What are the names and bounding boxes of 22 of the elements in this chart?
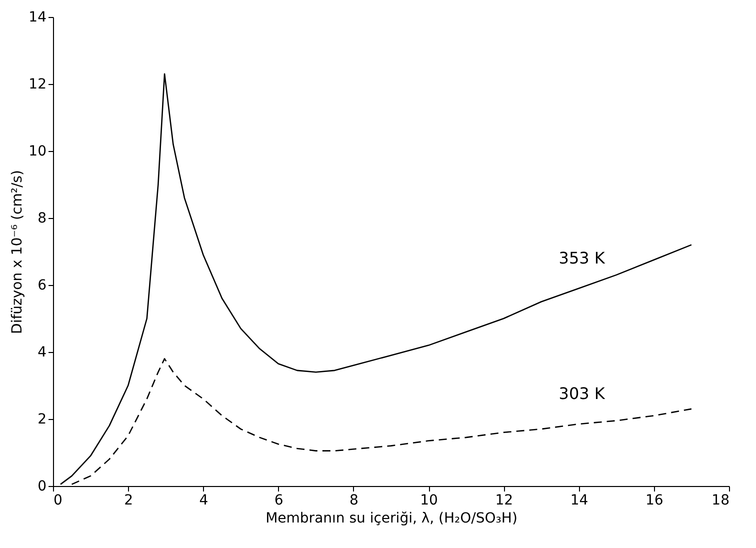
x-tick-label: 4 [199,492,208,508]
series-label: 303 K [558,384,606,404]
x-tick-label: 18 [712,492,730,508]
x-tick-label: 12 [495,492,514,508]
y-tick-label: 8 [38,210,46,226]
x-axis-title: Membranın su içeriği, λ, (H₂O/SO₃H) [266,510,518,526]
x-tick-label: 0 [54,492,62,508]
x-tick-label: 16 [645,492,664,508]
x-tick-label: 6 [274,492,284,508]
y-tick-label: 6 [38,278,47,294]
x-tick-label: 8 [349,492,358,508]
x-tick-label: 10 [420,492,438,508]
y-tick-label: 4 [38,344,47,360]
y-tick-label: 0 [38,478,46,494]
series-label: 353 K [558,248,606,268]
x-tick-label: 14 [570,492,588,508]
y-tick-label: 10 [28,144,46,160]
x-tick-label: 2 [124,492,134,508]
y-tick-label: 14 [28,10,47,26]
y-axis-title: Difüzyon x 10⁻⁶ (cm²/s) [10,170,26,334]
y-tick-label: 2 [38,412,46,428]
y-tick-label: 12 [28,76,46,92]
